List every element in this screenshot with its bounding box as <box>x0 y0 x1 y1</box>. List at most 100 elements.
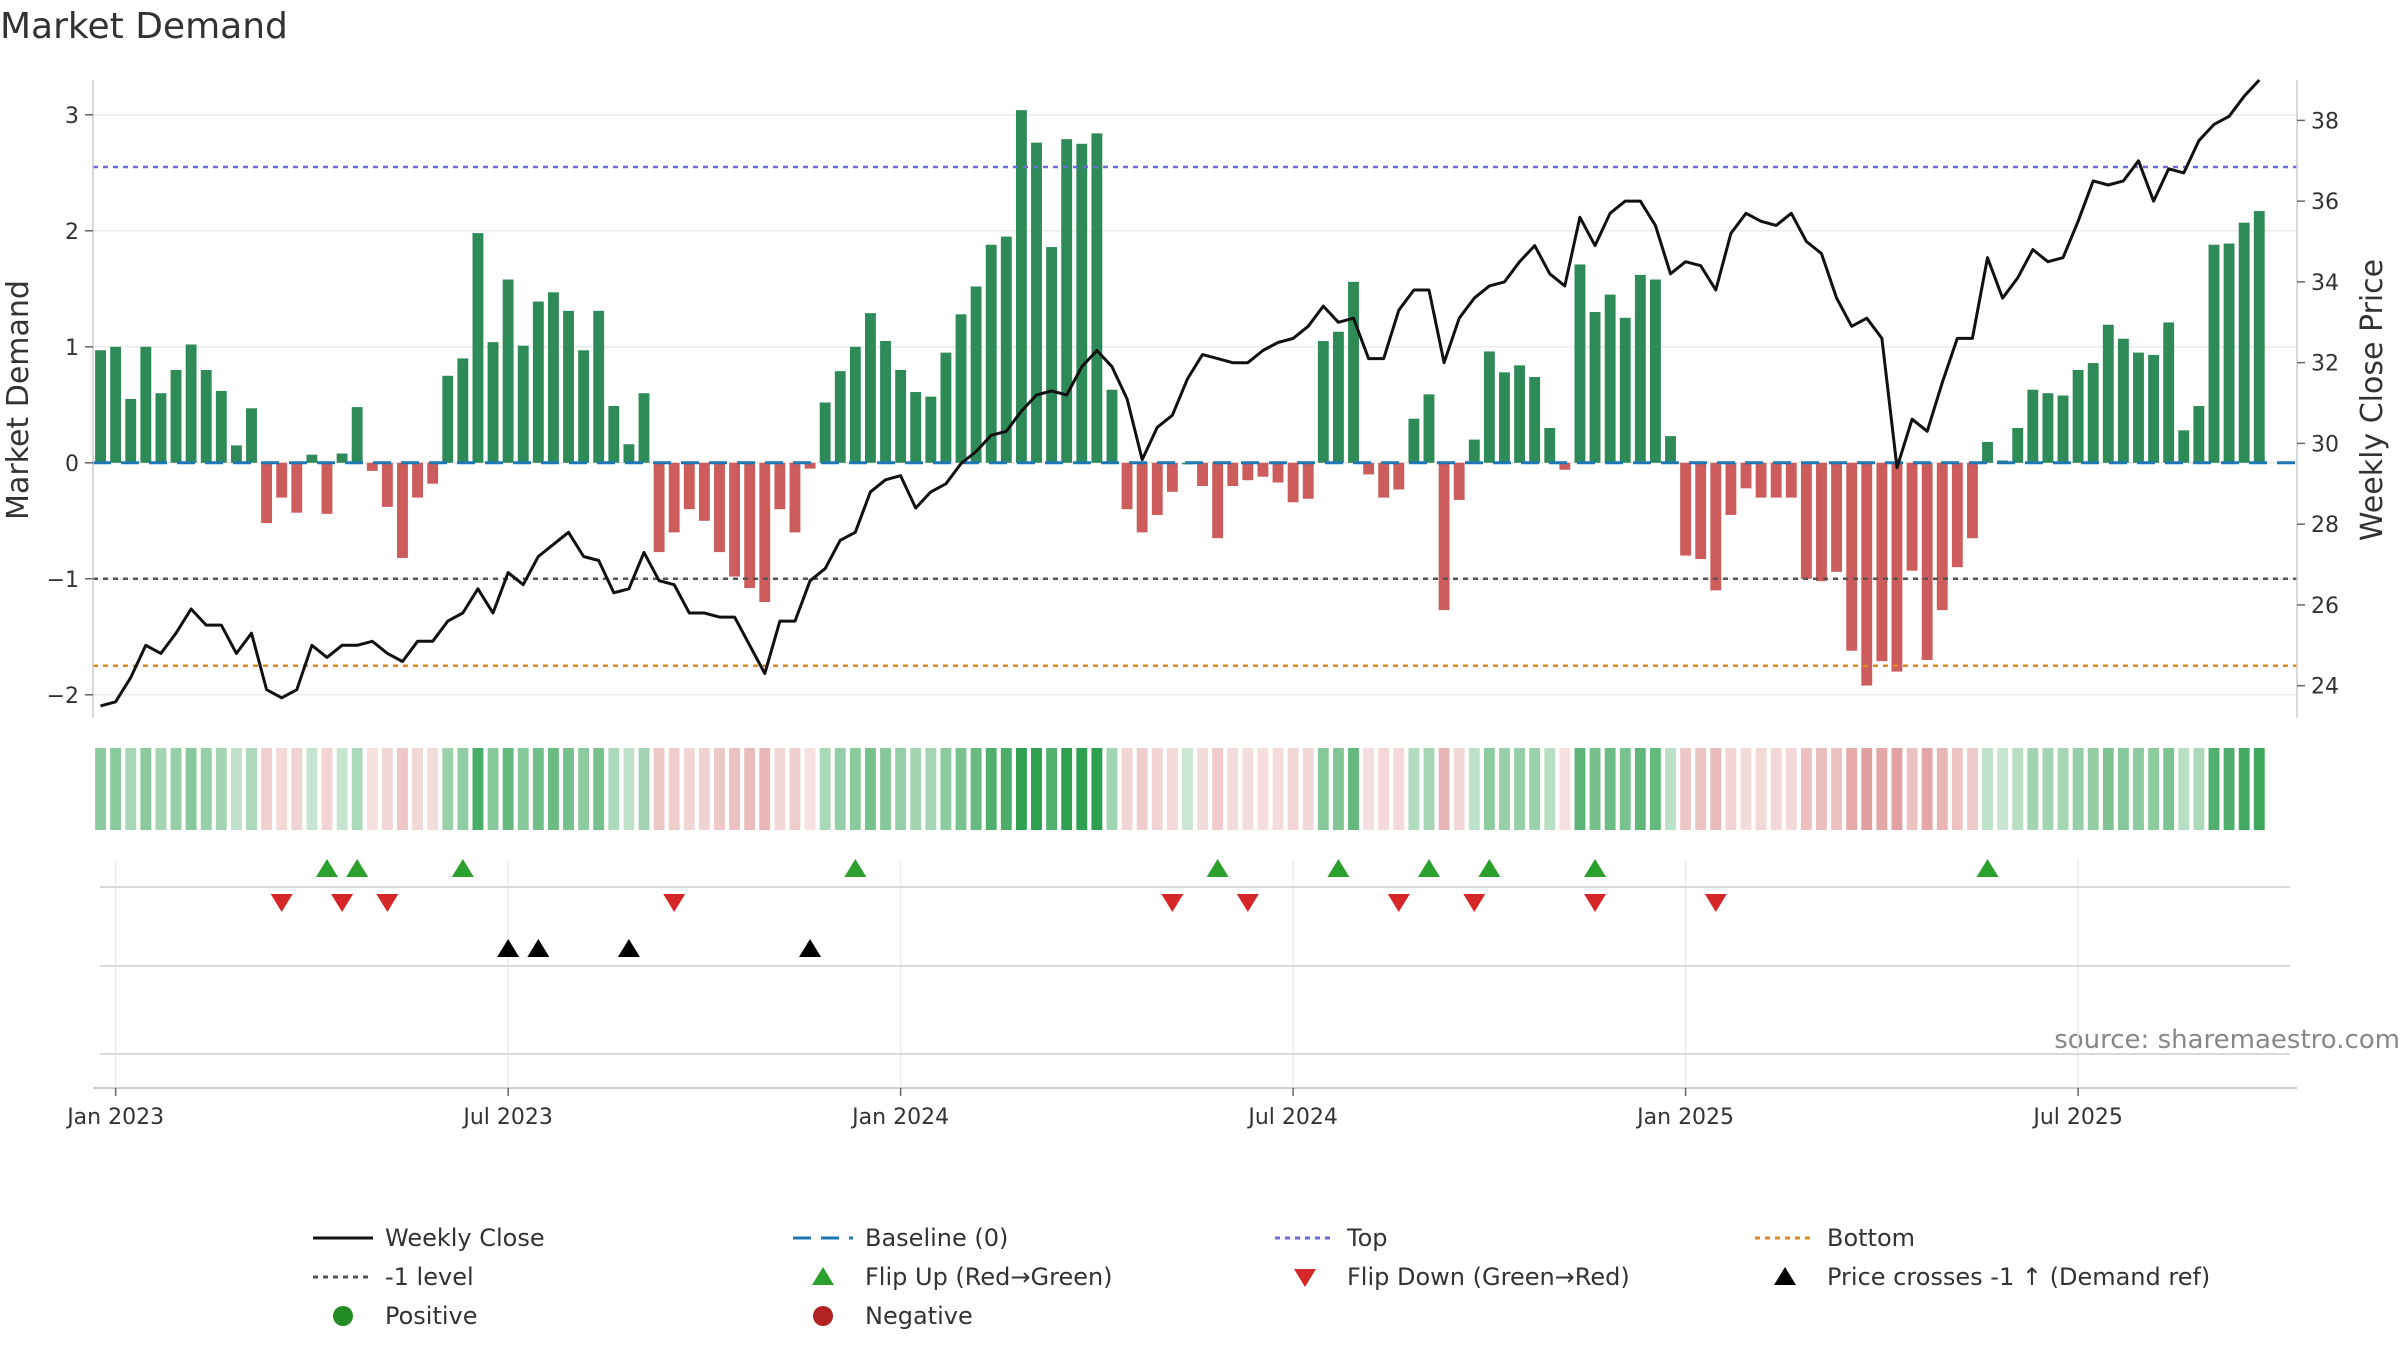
heat-strip-cell <box>125 748 137 830</box>
demand-bar <box>1106 389 1118 463</box>
heat-strip-cell <box>1649 748 1661 830</box>
legend-swatch <box>333 1306 353 1326</box>
chart-title: Market Demand <box>0 6 288 47</box>
flip-up-marker <box>1584 859 1607 877</box>
heat-strip-cell <box>623 748 635 830</box>
heat-strip-cell <box>1378 748 1390 830</box>
heat-strip-cell <box>834 748 846 830</box>
demand-bar <box>170 370 182 463</box>
demand-bar <box>200 370 212 463</box>
heat-strip-cell <box>502 748 514 830</box>
demand-bar <box>578 350 590 463</box>
flip-down-marker <box>331 894 354 912</box>
legend-label: Positive <box>385 1302 478 1330</box>
flip-down-marker <box>1584 894 1607 912</box>
heat-strip-cell <box>638 748 650 830</box>
left-tick-label: 3 <box>65 104 79 129</box>
legend-label: Negative <box>865 1302 973 1330</box>
heat-strip-cell <box>1604 748 1616 830</box>
x-tick-label: Jul 2023 <box>461 1105 553 1130</box>
price-cross-marker <box>799 939 822 957</box>
heat-strip-cell <box>532 748 544 830</box>
heat-strip-cell <box>1695 748 1707 830</box>
x-tick-label: Jan 2025 <box>1635 1105 1734 1130</box>
flip-down-marker <box>1463 894 1486 912</box>
demand-bar <box>895 370 907 463</box>
legend-label: Flip Up (Red→Green) <box>865 1263 1113 1291</box>
heat-strip-cell <box>1770 748 1782 830</box>
demand-bar <box>1408 418 1420 463</box>
heat-strip-cell <box>336 748 348 830</box>
heat-strip-cell <box>442 748 454 830</box>
heat-strip-cell <box>1634 748 1646 830</box>
heat-strip-cell <box>2133 748 2144 830</box>
demand-bar <box>261 462 273 524</box>
heat-strip-cell <box>110 748 122 830</box>
demand-bar <box>532 301 544 463</box>
demand-bar <box>1831 462 1843 572</box>
right-tick-label: 36 <box>2311 190 2339 215</box>
demand-bar <box>517 345 529 463</box>
heat-strip-cell <box>668 748 680 830</box>
flip-down-marker <box>376 894 399 912</box>
price-cross-marker <box>497 939 520 957</box>
heat-strip-cell <box>1453 748 1465 830</box>
signal-markers <box>270 859 1999 957</box>
demand-bar <box>729 462 741 577</box>
legend-label: Flip Down (Green→Red) <box>1347 1263 1630 1291</box>
left-tick-label: −2 <box>47 684 79 709</box>
demand-bar <box>1302 462 1314 499</box>
demand-bar <box>276 462 288 498</box>
demand-bar <box>940 352 952 463</box>
flip-up-marker <box>844 859 867 877</box>
source-credit: source: sharemaestro.com <box>2054 1025 2400 1055</box>
heat-strip-cell <box>276 748 288 830</box>
demand-bar <box>653 462 665 553</box>
demand-bar <box>321 462 333 514</box>
demand-bar <box>970 286 982 463</box>
heat-strip-cell <box>578 748 590 830</box>
heat-strip-cell <box>2253 748 2265 830</box>
demand-bar <box>1257 462 1269 477</box>
heat-strip-cell <box>2042 748 2054 830</box>
legend-swatch <box>1774 1267 1796 1285</box>
heat-strip-cell <box>1363 748 1375 830</box>
demand-bar <box>683 462 695 510</box>
demand-bar <box>1891 462 1903 672</box>
heat-strip-cell <box>246 748 257 830</box>
heat-strip-cell <box>804 748 816 830</box>
heat-strip-cell <box>1423 748 1435 830</box>
demand-bar <box>638 393 650 463</box>
demand-bar <box>880 341 891 463</box>
demand-bar <box>1982 441 1993 463</box>
right-tick-label: 34 <box>2311 271 2339 296</box>
heat-strip-cell <box>1182 748 1193 830</box>
x-tick-label: Jan 2023 <box>65 1105 164 1130</box>
heat-strip-cell <box>1816 748 1827 830</box>
heat-strip-cell <box>729 748 741 830</box>
demand-bar <box>1332 331 1344 463</box>
demand-bar <box>397 462 408 558</box>
right-axis-label: Weekly Close Price <box>2355 259 2390 541</box>
demand-bar <box>1951 462 1963 568</box>
heat-strip-cell <box>774 748 786 830</box>
legend-label: Price crosses -1 ↑ (Demand ref) <box>1827 1263 2210 1291</box>
demand-bar <box>608 405 620 463</box>
heat-strip-cell <box>714 748 725 830</box>
heat-strip-cell <box>1559 748 1571 830</box>
heat-strip-cell <box>1393 748 1405 830</box>
demand-bar <box>1031 142 1042 463</box>
left-tick-label: 1 <box>65 336 79 361</box>
demand-bar <box>2223 243 2235 463</box>
demand-bar <box>819 402 831 463</box>
heat-strip-cell <box>427 748 439 830</box>
heat-strip-cell <box>1876 748 1888 830</box>
heat-strip-cell <box>1755 748 1767 830</box>
demand-bar <box>1438 462 1450 611</box>
heat-strip-cell <box>1831 748 1843 830</box>
demand-bar <box>1604 294 1616 463</box>
demand-bar <box>1483 351 1495 463</box>
demand-bar <box>2057 395 2069 463</box>
demand-bar <box>1665 436 1676 463</box>
